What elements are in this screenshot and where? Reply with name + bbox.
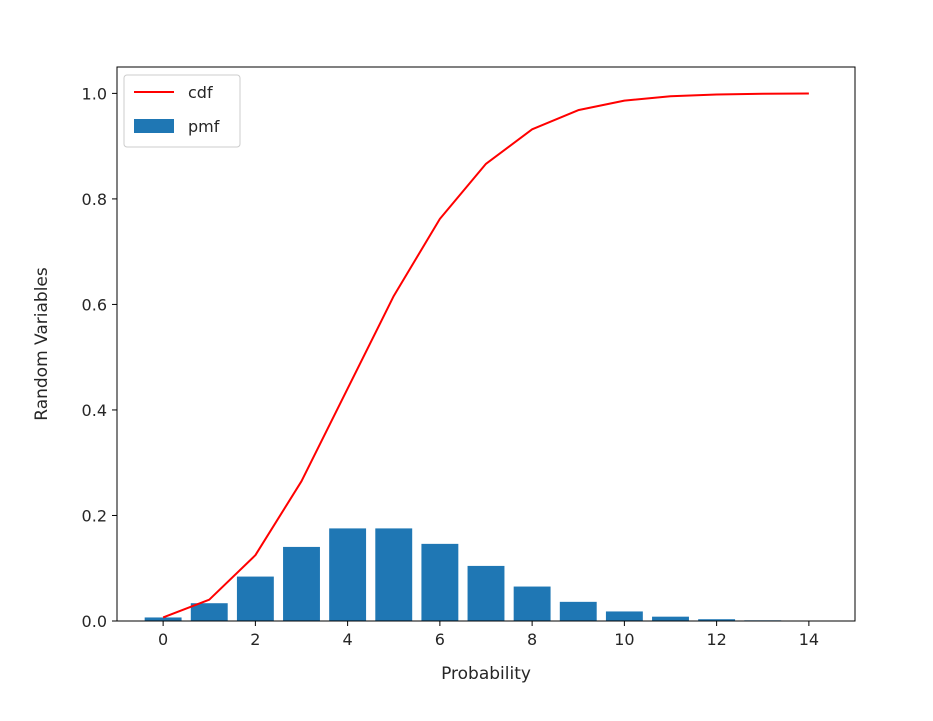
pmf-bar [283,547,320,621]
y-tick-label: 0.0 [82,612,107,631]
legend: cdf pmf [124,75,240,147]
x-tick-label: 10 [614,630,634,649]
pmf-bars-layer [145,528,828,621]
legend-cdf-label: cdf [188,83,213,102]
pmf-bar [468,566,505,621]
pmf-bar [145,617,182,621]
x-tick-label: 8 [527,630,537,649]
cdf-line-layer [163,93,809,617]
y-axis-label: Random Variables [32,267,52,421]
x-tick-label: 0 [158,630,168,649]
y-tick-label: 0.4 [82,401,107,420]
pmf-bar [375,528,412,621]
y-tick-label: 0.2 [82,506,107,525]
plot-area-frame [117,67,855,621]
pmf-bar [191,603,228,621]
x-tick-label: 6 [435,630,445,649]
pmf-bar [560,602,597,621]
y-tick-label: 0.6 [82,295,107,314]
y-tick-label: 0.8 [82,190,107,209]
x-tick-label: 4 [343,630,353,649]
x-axis-label: Probability [441,664,531,684]
pmf-bar [606,611,643,621]
x-tick-label: 14 [799,630,819,649]
legend-pmf-swatch [134,119,174,133]
pmf-bar [421,544,458,621]
legend-box [124,75,240,147]
cdf-line [163,93,809,617]
x-tick-label: 12 [706,630,726,649]
pmf-bar [514,587,551,621]
legend-pmf-label: pmf [188,117,220,136]
x-tick-label: 2 [250,630,260,649]
pmf-bar [329,528,366,621]
y-tick-label: 1.0 [82,84,107,103]
pmf-bar [237,577,274,621]
pmf-bar [652,617,689,621]
